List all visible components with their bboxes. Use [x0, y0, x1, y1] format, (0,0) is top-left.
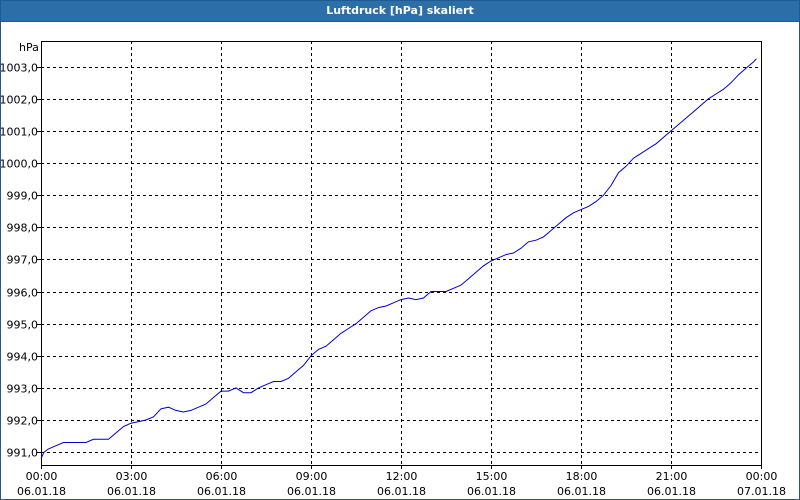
x-tick-time-label: 00:00: [26, 470, 58, 483]
x-tick-date-label: 06.01.18: [287, 485, 336, 498]
x-tick-date-label: 07.01.18: [737, 485, 786, 498]
y-tick-label: 997,0: [7, 254, 39, 267]
x-tick-date-label: 06.01.18: [197, 485, 246, 498]
x-tick-time-label: 06:00: [206, 470, 238, 483]
y-tick-label: 992,0: [7, 415, 39, 428]
x-tick-time-label: 21:00: [656, 470, 688, 483]
y-tick-label: 994,0: [7, 351, 39, 364]
x-tick-time-label: 12:00: [386, 470, 418, 483]
y-tick-label: 995,0: [7, 319, 39, 332]
y-tick-label: 1003,0: [1, 62, 38, 75]
x-tick-time-label: 00:00: [746, 470, 778, 483]
x-tick-date-label: 06.01.18: [17, 485, 66, 498]
x-tick-date-label: 06.01.18: [647, 485, 696, 498]
x-tick-time-label: 15:00: [476, 470, 508, 483]
y-tick-label: 996,0: [7, 287, 39, 300]
x-tick-date-label: 06.01.18: [107, 485, 156, 498]
x-tick-time-label: 03:00: [116, 470, 148, 483]
grid-lines: [41, 41, 761, 465]
y-tick-label: 998,0: [7, 222, 39, 235]
y-tick-label: 1001,0: [1, 126, 38, 139]
x-axis-ticks: 00:00 06.01.18 03:00 06.01.18 06:00 06.01.18 0…: [17, 465, 786, 498]
y-tick-label: 1000,0: [1, 158, 38, 171]
chart-title: Luftdruck [hPa] skaliert: [1, 1, 799, 22]
y-axis-unit-label: hPa: [19, 41, 39, 54]
x-tick-time-label: 09:00: [296, 470, 328, 483]
x-tick-time-label: 18:00: [566, 470, 598, 483]
y-tick-label: 991,0: [7, 447, 39, 460]
x-tick-date-label: 06.01.18: [557, 485, 606, 498]
y-tick-label: 1002,0: [1, 94, 38, 107]
y-tick-label: 999,0: [7, 190, 39, 203]
y-tick-label: 993,0: [7, 383, 39, 396]
x-tick-date-label: 06.01.18: [467, 485, 516, 498]
pressure-line: [40, 58, 757, 459]
y-axis-ticks: 991,0 992,0 993,0 994,0 995,0 996,0 997,0 998,0…: [1, 62, 41, 460]
x-tick-date-label: 06.01.18: [377, 485, 426, 498]
